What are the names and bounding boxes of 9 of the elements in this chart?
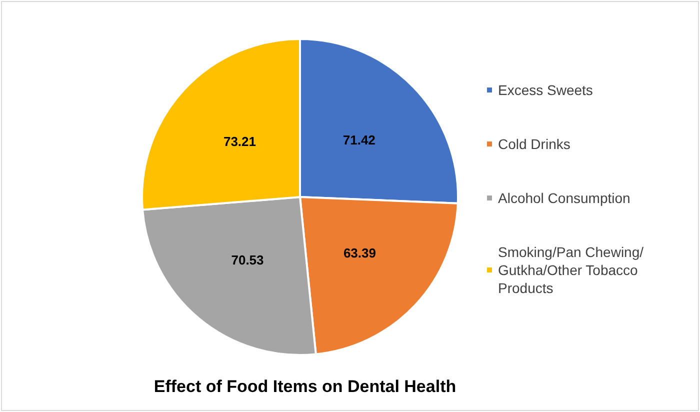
data-label: 73.21 <box>223 134 256 149</box>
data-label: 70.53 <box>231 252 264 268</box>
legend-label: Cold Drinks <box>498 136 570 152</box>
legend-label: Excess Sweets <box>498 82 593 98</box>
text: Effect of Food Items on Dental Health <box>154 377 456 396</box>
data-label: 63.39 <box>343 246 376 261</box>
legend-label: Alcohol Consumption <box>498 190 630 206</box>
legend-label: Smoking/Pan Chewing/Gutkha/Other Tobacco Products <box>498 244 644 296</box>
data-label: 71.42 <box>342 132 376 148</box>
